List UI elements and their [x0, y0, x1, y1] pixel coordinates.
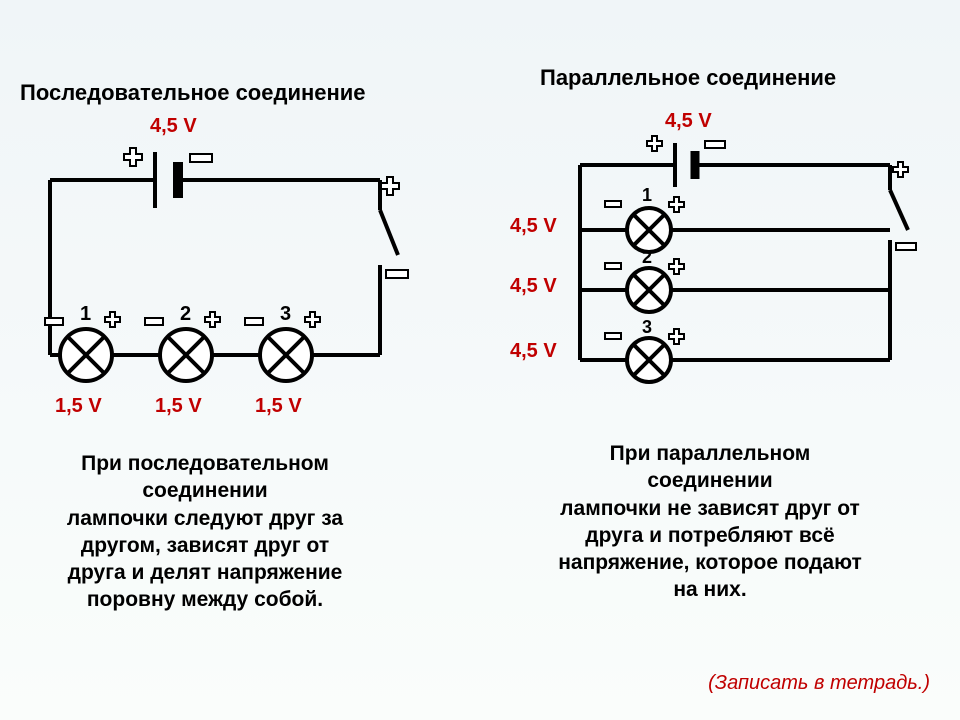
left-lamp-number-2: 2: [180, 303, 191, 325]
left-lamp-number-3: 3: [280, 303, 291, 325]
note: (Записать в тетрадь.): [708, 672, 930, 695]
left-lamp1-voltage: 1,5 V: [55, 395, 102, 418]
right-title: Параллельное соединение: [540, 65, 836, 91]
left-battery-voltage: 4,5 V: [150, 115, 197, 138]
series-circuit-diagram: 1 2 3: [30, 140, 410, 390]
parallel-circuit-diagram: 1 2 3: [560, 135, 930, 395]
left-lamp-number-1: 1: [80, 303, 91, 325]
right-description: При параллельном соединении лампочки не …: [510, 440, 910, 604]
right-lamp-number-1: 1: [642, 185, 652, 205]
left-description: При последовательном соединении лампочки…: [20, 450, 390, 614]
right-lamp3-voltage: 4,5 V: [510, 340, 557, 363]
right-lamp-number-2: 2: [642, 247, 652, 267]
right-lamp2-voltage: 4,5 V: [510, 275, 557, 298]
left-lamp3-voltage: 1,5 V: [255, 395, 302, 418]
right-lamp-number-3: 3: [642, 317, 652, 337]
left-title: Последовательное соединение: [20, 80, 366, 106]
left-lamp2-voltage: 1,5 V: [155, 395, 202, 418]
right-lamp1-voltage: 4,5 V: [510, 215, 557, 238]
right-battery-voltage: 4,5 V: [665, 110, 712, 133]
